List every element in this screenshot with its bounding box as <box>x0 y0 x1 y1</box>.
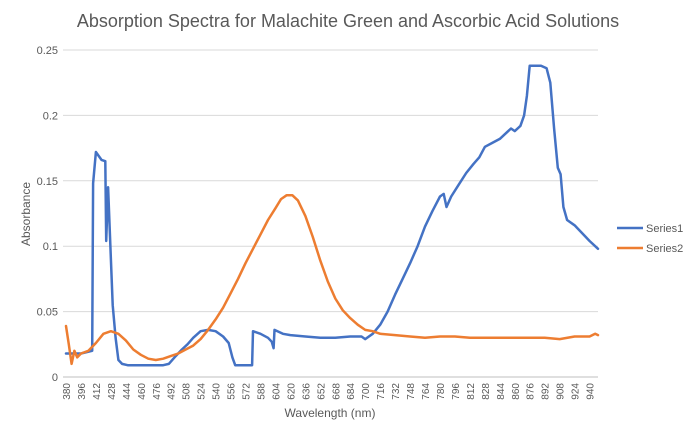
y-tick-label: 0.05 <box>37 307 58 319</box>
x-tick-label: 588 <box>256 383 267 400</box>
x-tick-label: 876 <box>526 383 537 400</box>
x-tick-label: 924 <box>571 383 582 400</box>
y-tick-label: 0 <box>52 372 58 384</box>
x-tick-label: 908 <box>556 383 567 400</box>
x-tick-label: 620 <box>286 383 297 400</box>
x-tick-label: 764 <box>421 383 432 400</box>
x-axis-title: Wavelength (nm) <box>285 406 376 420</box>
y-tick-labels: 0 0.05 0.1 0.15 0.2 0.25 <box>37 45 58 384</box>
x-tick-label: 748 <box>406 383 417 400</box>
series-lines <box>64 64 600 367</box>
x-tick-label: 524 <box>197 383 208 400</box>
y-tick-label: 0.25 <box>37 45 58 57</box>
x-tick-label: 844 <box>496 383 507 400</box>
legend: Series1 Series2 <box>617 223 683 255</box>
x-tick-label: 412 <box>92 383 103 400</box>
x-tick-label: 716 <box>376 383 387 400</box>
x-tick-label: 860 <box>511 383 522 400</box>
x-tick-label: 892 <box>541 383 552 400</box>
x-tick-label: 780 <box>436 383 447 400</box>
y-tick-label: 0.1 <box>43 241 58 253</box>
x-tick-label: 572 <box>242 383 253 400</box>
chart-title: Absorption Spectra for Malachite Green a… <box>77 11 619 31</box>
x-tick-label: 940 <box>586 383 597 400</box>
x-tick-label: 796 <box>451 383 462 400</box>
x-tick-label: 428 <box>107 383 118 400</box>
series-line-1 <box>64 64 600 367</box>
y-tick-label: 0.15 <box>37 176 58 188</box>
x-tick-label: 380 <box>62 383 73 400</box>
gridlines <box>63 49 598 313</box>
x-tick-label: 556 <box>227 383 238 400</box>
x-tick-label: 508 <box>182 383 193 400</box>
legend-label-2: Series2 <box>646 243 683 255</box>
x-tick-label: 812 <box>466 383 477 400</box>
x-tick-label: 652 <box>316 383 327 400</box>
x-tick-label: 700 <box>361 383 372 400</box>
legend-label-1: Series1 <box>646 223 683 235</box>
x-tick-label: 460 <box>137 383 148 400</box>
x-tick-label: 732 <box>391 383 402 400</box>
x-tick-label: 396 <box>77 383 88 400</box>
x-tick-label: 828 <box>481 383 492 400</box>
y-tick-label: 0.2 <box>43 110 58 122</box>
x-tick-label: 604 <box>271 383 282 400</box>
series-line-2 <box>64 193 600 366</box>
x-tick-labels: 380 396 412 428 444 460 476 492 508 524 540 556 572 5… <box>62 383 597 400</box>
x-tick-label: 492 <box>167 383 178 400</box>
y-axis-title: Absorbance <box>19 182 33 246</box>
x-tick-label: 668 <box>331 383 342 400</box>
x-tick-label: 444 <box>122 383 133 400</box>
x-tick-label: 636 <box>301 383 312 400</box>
x-tick-label: 540 <box>212 383 223 400</box>
x-tick-label: 476 <box>152 383 163 400</box>
x-tick-label: 684 <box>346 383 357 400</box>
